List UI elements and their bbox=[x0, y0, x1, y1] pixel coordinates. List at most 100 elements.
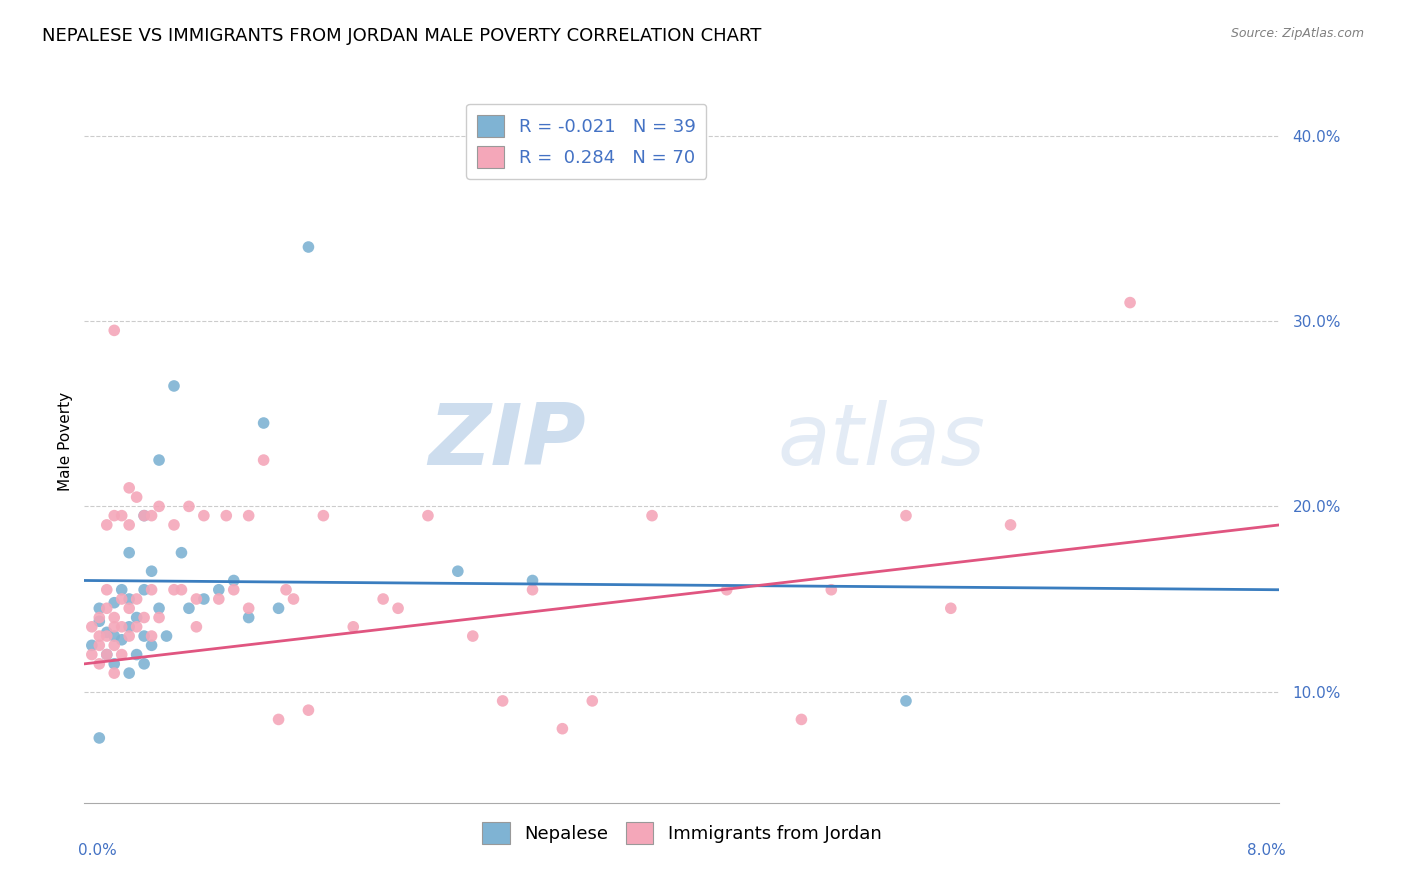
Point bbox=[103, 323, 125, 337]
Point bbox=[118, 620, 141, 634]
Point bbox=[274, 582, 297, 597]
Point bbox=[111, 620, 134, 634]
Point bbox=[111, 648, 134, 662]
Point bbox=[820, 582, 842, 597]
Point bbox=[96, 629, 118, 643]
Point bbox=[96, 648, 118, 662]
Point bbox=[111, 508, 134, 523]
Point bbox=[163, 582, 186, 597]
Point bbox=[103, 610, 125, 624]
Point bbox=[125, 648, 148, 662]
Point bbox=[103, 657, 125, 671]
Point bbox=[522, 582, 544, 597]
Point bbox=[141, 564, 163, 578]
Point bbox=[89, 731, 111, 745]
Point bbox=[193, 592, 215, 607]
Point bbox=[1000, 517, 1022, 532]
Point bbox=[283, 592, 305, 607]
Point bbox=[186, 620, 208, 634]
Point bbox=[297, 703, 319, 717]
Point bbox=[96, 648, 118, 662]
Point bbox=[118, 517, 141, 532]
Point bbox=[141, 582, 163, 597]
Point bbox=[89, 629, 111, 643]
Point bbox=[253, 453, 276, 467]
Point bbox=[416, 508, 439, 523]
Point bbox=[103, 596, 125, 610]
Point bbox=[89, 638, 111, 652]
Point bbox=[118, 629, 141, 643]
Point bbox=[96, 517, 118, 532]
Point bbox=[170, 582, 193, 597]
Point bbox=[238, 601, 260, 615]
Point bbox=[141, 629, 163, 643]
Point bbox=[103, 620, 125, 634]
Point bbox=[163, 379, 186, 393]
Point bbox=[118, 592, 141, 607]
Point bbox=[89, 657, 111, 671]
Point bbox=[111, 592, 134, 607]
Point bbox=[790, 713, 813, 727]
Text: Source: ZipAtlas.com: Source: ZipAtlas.com bbox=[1230, 27, 1364, 40]
Point bbox=[894, 694, 917, 708]
Text: 0.0%: 0.0% bbox=[79, 843, 117, 857]
Point bbox=[148, 601, 170, 615]
Legend: Nepalese, Immigrants from Jordan: Nepalese, Immigrants from Jordan bbox=[475, 815, 889, 852]
Point bbox=[96, 582, 118, 597]
Point bbox=[96, 601, 118, 615]
Text: NEPALESE VS IMMIGRANTS FROM JORDAN MALE POVERTY CORRELATION CHART: NEPALESE VS IMMIGRANTS FROM JORDAN MALE … bbox=[42, 27, 762, 45]
Point bbox=[103, 666, 125, 681]
Point bbox=[118, 601, 141, 615]
Point bbox=[103, 629, 125, 643]
Point bbox=[253, 416, 276, 430]
Point bbox=[267, 713, 290, 727]
Point bbox=[939, 601, 962, 615]
Point bbox=[581, 694, 603, 708]
Point bbox=[96, 625, 118, 640]
Point bbox=[125, 592, 148, 607]
Point bbox=[208, 582, 231, 597]
Point bbox=[208, 592, 231, 607]
Point bbox=[89, 614, 111, 628]
Point bbox=[267, 601, 290, 615]
Point bbox=[551, 722, 574, 736]
Point bbox=[148, 500, 170, 514]
Point bbox=[238, 508, 260, 523]
Point bbox=[103, 638, 125, 652]
Point bbox=[177, 601, 200, 615]
Point bbox=[238, 610, 260, 624]
Point bbox=[222, 582, 245, 597]
Point bbox=[80, 638, 103, 652]
Point bbox=[148, 610, 170, 624]
Point bbox=[155, 629, 177, 643]
Point bbox=[89, 610, 111, 624]
Point bbox=[132, 508, 156, 523]
Point bbox=[215, 508, 238, 523]
Point bbox=[125, 620, 148, 634]
Point bbox=[89, 601, 111, 615]
Point bbox=[170, 546, 193, 560]
Text: ZIP: ZIP bbox=[429, 400, 586, 483]
Point bbox=[312, 508, 335, 523]
Point bbox=[111, 582, 134, 597]
Point bbox=[118, 666, 141, 681]
Point bbox=[522, 574, 544, 588]
Point bbox=[103, 508, 125, 523]
Point bbox=[132, 508, 156, 523]
Point bbox=[163, 517, 186, 532]
Point bbox=[132, 657, 156, 671]
Y-axis label: Male Poverty: Male Poverty bbox=[58, 392, 73, 491]
Point bbox=[111, 632, 134, 647]
Point bbox=[177, 500, 200, 514]
Point bbox=[492, 694, 515, 708]
Point bbox=[342, 620, 364, 634]
Point bbox=[297, 240, 319, 254]
Point bbox=[387, 601, 409, 615]
Point bbox=[118, 481, 141, 495]
Point bbox=[148, 453, 170, 467]
Point bbox=[118, 546, 141, 560]
Point bbox=[894, 508, 917, 523]
Point bbox=[80, 648, 103, 662]
Point bbox=[125, 610, 148, 624]
Point bbox=[80, 620, 103, 634]
